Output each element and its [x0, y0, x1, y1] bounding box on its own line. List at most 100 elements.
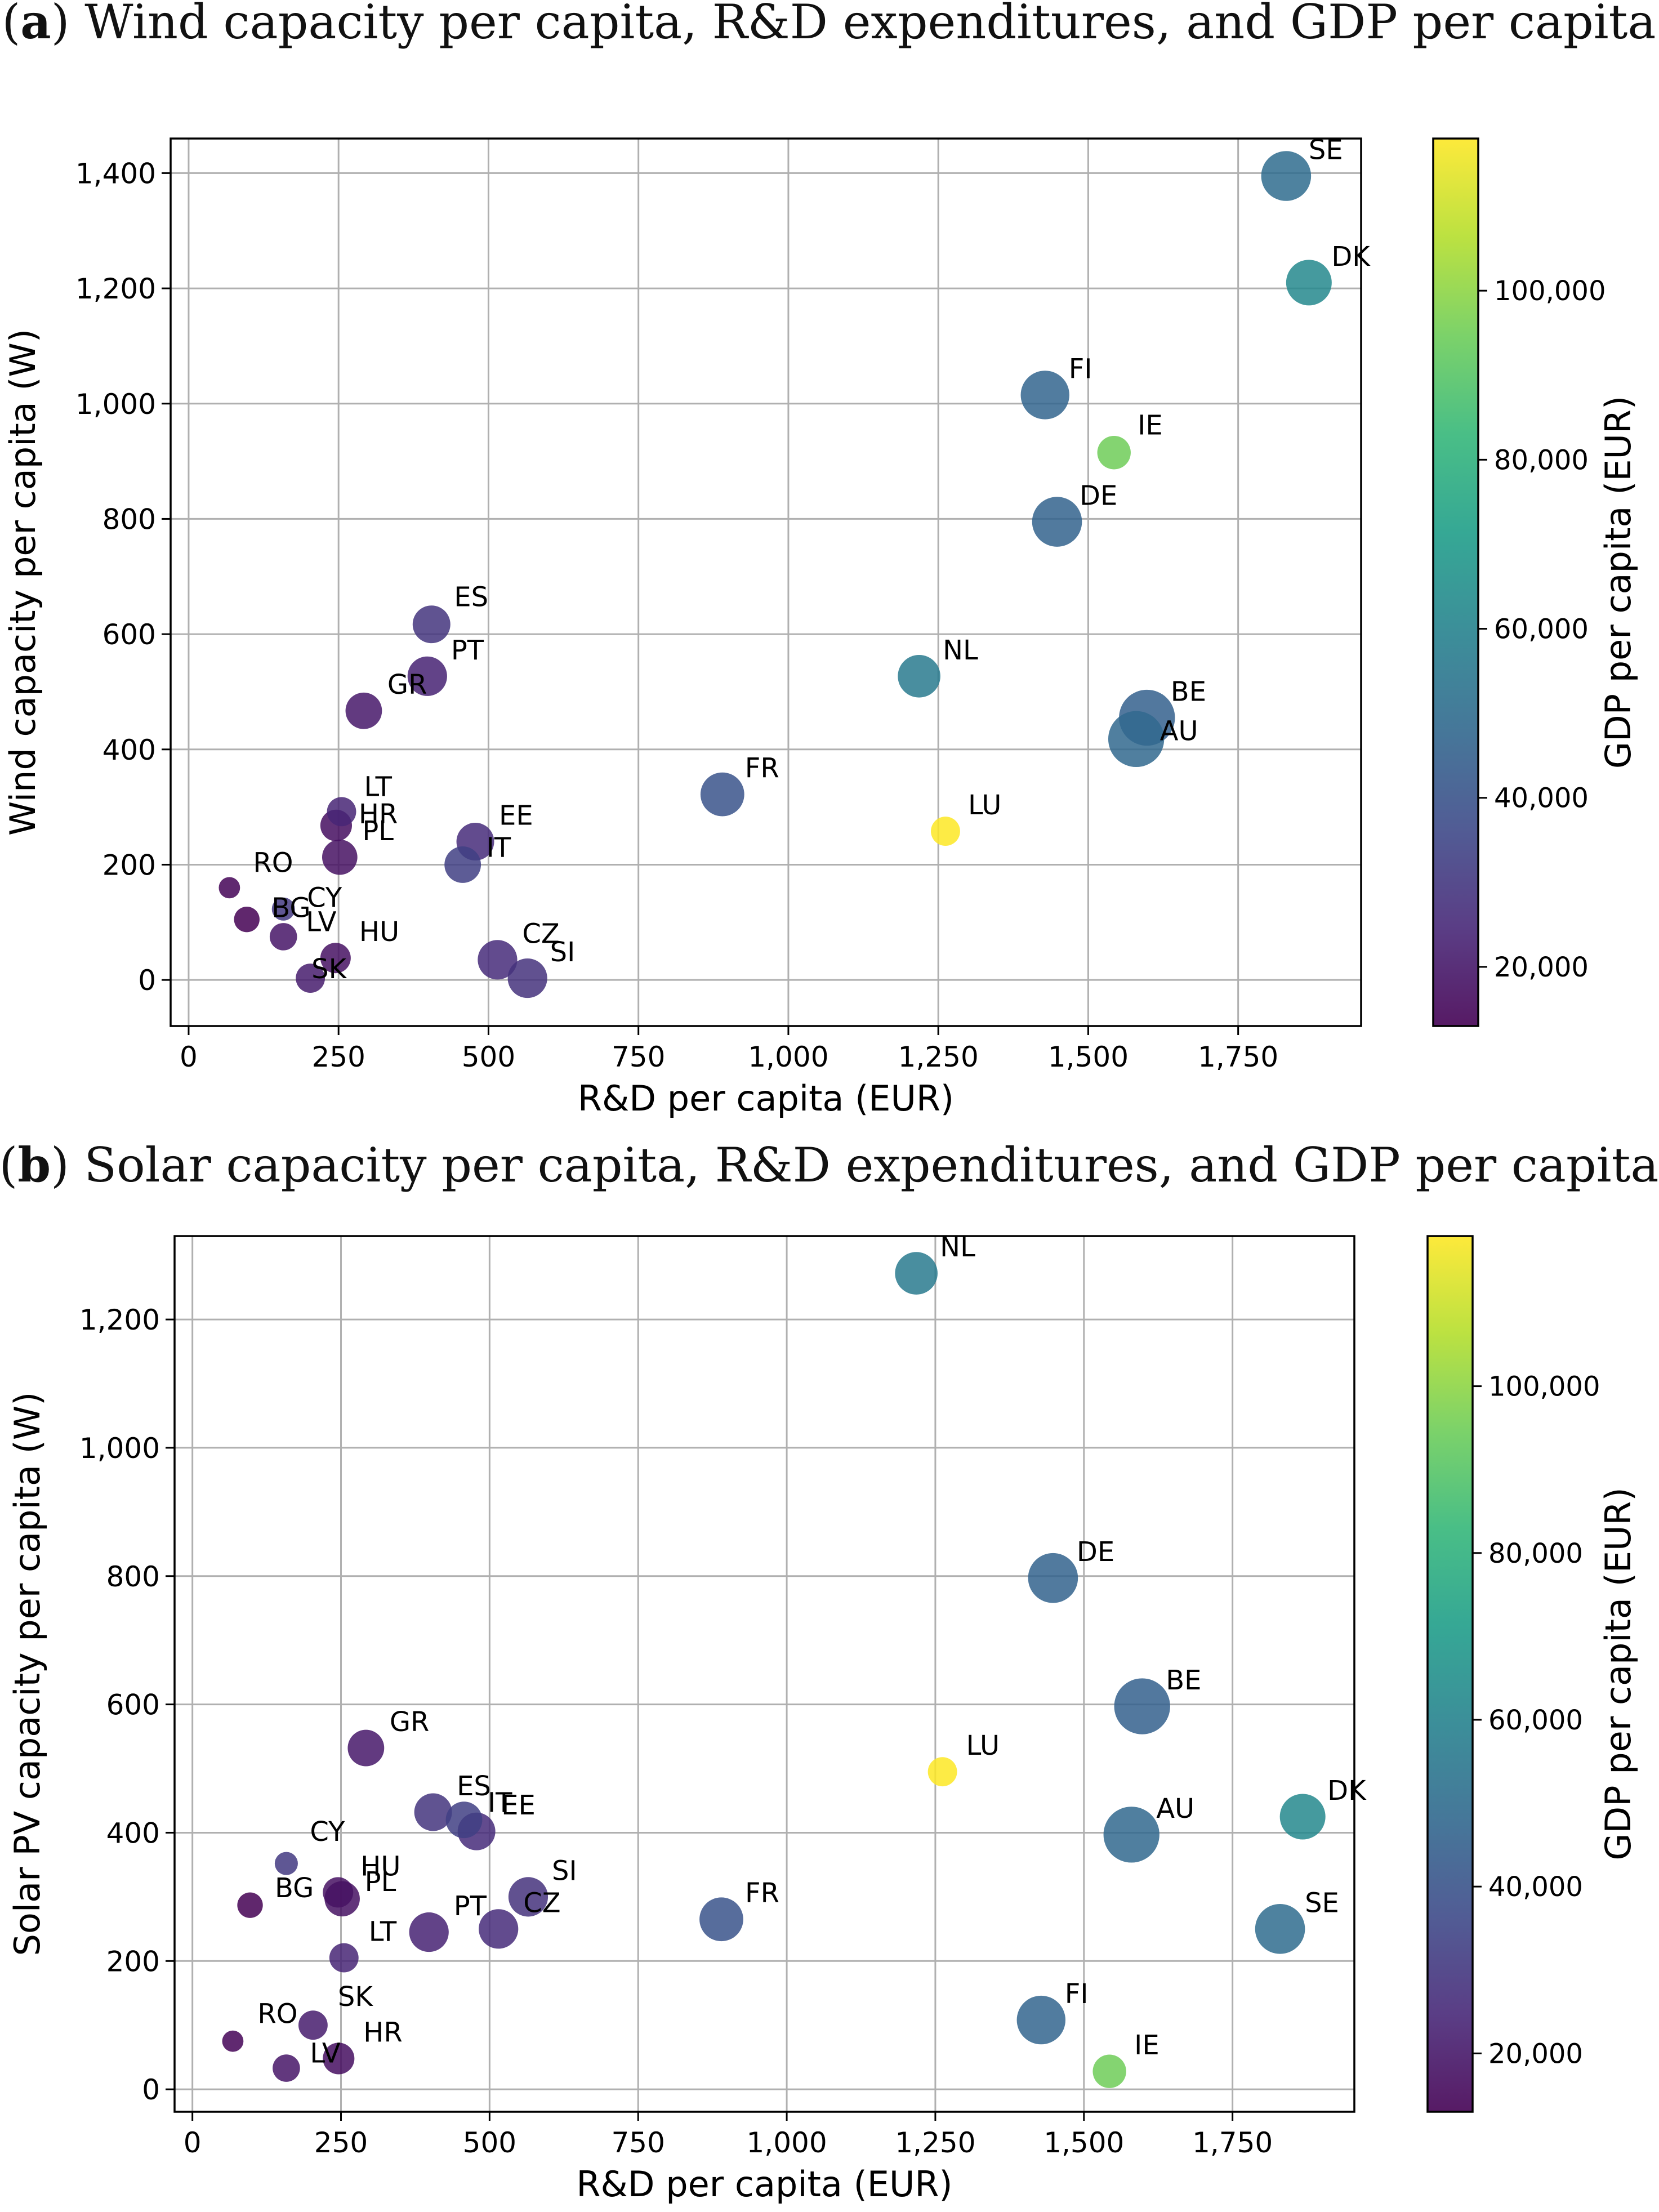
colorbar-tick-label: 80,000: [1494, 444, 1589, 476]
point-dk: [1286, 260, 1332, 306]
point-es: [412, 605, 451, 644]
point-label-hu: HU: [360, 1850, 400, 1882]
point-label-cz: CZ: [522, 918, 559, 949]
point-label-de: DE: [1077, 1536, 1114, 1568]
x-axis-label: R&D per capita (EUR): [578, 1078, 954, 1119]
y-tick-label: 0: [142, 2073, 160, 2106]
point-nl: [898, 655, 940, 698]
point-label-ee: EE: [499, 800, 533, 832]
colorbar-tick-label: 60,000: [1488, 1705, 1583, 1736]
point-hu: [320, 943, 351, 974]
point-label-be: BE: [1171, 676, 1206, 707]
panel-letter: a: [20, 0, 51, 50]
point-lt: [329, 1943, 359, 1973]
colorbar-tick-label: 20,000: [1494, 952, 1589, 983]
point-label-es: ES: [454, 582, 488, 613]
colorbar-tick-label: 40,000: [1488, 1871, 1583, 1903]
point-label-de: DE: [1080, 480, 1117, 512]
x-tick-label: 750: [612, 2126, 665, 2159]
point-si: [507, 958, 547, 998]
point-pt: [409, 1912, 449, 1952]
point-label-be: BE: [1166, 1665, 1201, 1696]
point-label-hr: HR: [359, 799, 398, 830]
point-label-se: SE: [1309, 135, 1343, 166]
point-fi: [1016, 1995, 1065, 2045]
point-label-bg: BG: [271, 893, 310, 924]
point-gr: [345, 692, 382, 729]
point-label-ie: IE: [1138, 410, 1162, 441]
chart-title: (a) Wind capacity per capita, R&D expend…: [2, 0, 1656, 50]
point-label-sk: SK: [338, 1981, 373, 2013]
axes-frame: [170, 137, 1362, 1027]
x-tick-label: 1,250: [898, 1041, 979, 1073]
point-si: [508, 1877, 548, 1917]
colorbar-label: GDP per capita (EUR): [1598, 1487, 1639, 1860]
point-cy: [271, 897, 295, 921]
point-fr: [699, 1897, 743, 1942]
points: [222, 1252, 1326, 2088]
point-hu: [323, 1877, 354, 1908]
point-ro: [218, 877, 240, 899]
y-tick-label: 0: [138, 964, 156, 997]
point-be: [1114, 1678, 1170, 1734]
point-label-ro: RO: [253, 847, 293, 878]
colorbar-tick-label: 20,000: [1488, 2038, 1583, 2070]
colorbar: [1426, 1235, 1474, 2113]
y-tick-label: 600: [106, 1689, 160, 1722]
point-label-gr: GR: [390, 1706, 430, 1738]
axes-frame: [173, 1235, 1355, 2113]
x-tick-label: 0: [184, 2126, 202, 2159]
y-tick-label: 800: [102, 503, 156, 536]
point-label-nl: NL: [943, 635, 978, 666]
point-label-au: AU: [1156, 1793, 1194, 1825]
point-pt: [407, 656, 447, 696]
colorbar-tick-label: 100,000: [1494, 275, 1606, 307]
colorbar-tick-label: 40,000: [1494, 783, 1589, 814]
point-label-si: SI: [552, 1855, 577, 1887]
point-label-fr: FR: [745, 753, 779, 784]
point-nl: [895, 1252, 938, 1295]
point-label-fi: FI: [1065, 1978, 1089, 2010]
colorbar-label: GDP per capita (EUR): [1598, 396, 1639, 769]
x-tick-label: 250: [314, 2126, 368, 2159]
point-label-hu: HU: [359, 916, 399, 948]
title-text: ) Wind capacity per capita, R&D expendit…: [51, 0, 1656, 50]
point-cy: [274, 1852, 298, 1875]
point-label-au: AU: [1160, 715, 1198, 747]
point-label-pl: PL: [365, 1866, 396, 1898]
x-tick-label: 1,500: [1043, 2126, 1124, 2159]
x-tick-label: 250: [311, 1041, 365, 1073]
x-tick-label: 1,000: [747, 2126, 827, 2159]
point-label-se: SE: [1305, 1887, 1339, 1919]
points: [218, 151, 1332, 998]
point-it: [445, 1801, 483, 1839]
point-lt: [327, 797, 356, 827]
point-label-lv: LV: [310, 2038, 340, 2070]
x-tick-label: 1,750: [1198, 1041, 1278, 1073]
x-tick-label: 500: [463, 2126, 516, 2159]
y-tick-label: 200: [106, 1945, 160, 1978]
y-tick-label: 800: [106, 1560, 160, 1593]
point-label-it: IT: [487, 832, 511, 863]
grid: [171, 139, 1361, 1026]
point-label-pl: PL: [362, 815, 394, 847]
y-tick-label: 200: [102, 849, 156, 881]
x-tick-label: 1,750: [1192, 2126, 1273, 2159]
point-label-ee: EE: [501, 1790, 536, 1821]
point-label-si: SI: [550, 936, 576, 968]
point-cz: [478, 940, 518, 980]
point-it: [444, 846, 481, 883]
point-label-dk: DK: [1327, 1775, 1367, 1807]
point-label-pt: PT: [454, 1890, 487, 1922]
y-axis-label: Wind capacity per capita (W): [2, 329, 43, 836]
point-label-pt: PT: [451, 635, 484, 666]
point-au: [1108, 711, 1165, 768]
point-label-lt: LT: [364, 771, 393, 802]
point-bg: [234, 906, 260, 933]
point-gr: [347, 1729, 385, 1767]
point-label-dk: DK: [1331, 241, 1371, 273]
y-tick-label: 1,400: [75, 157, 156, 190]
point-dk: [1279, 1794, 1326, 1840]
